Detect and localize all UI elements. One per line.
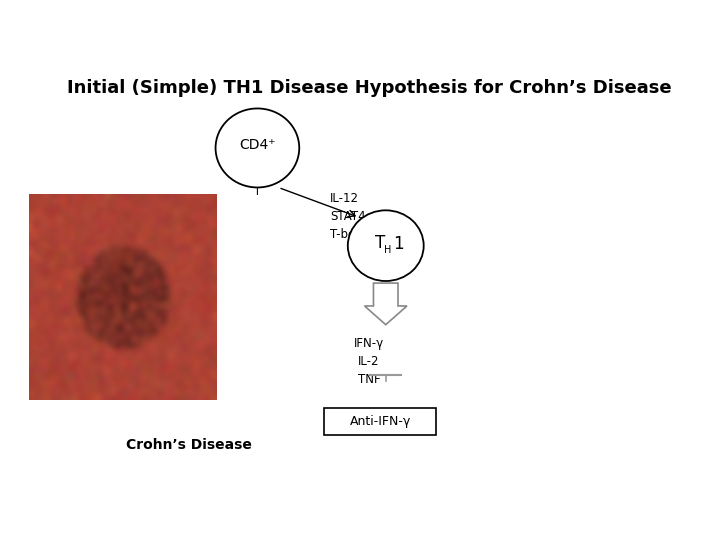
Text: IL-12
STAT4
T-bet: IL-12 STAT4 T-bet — [330, 192, 366, 241]
Text: IFN-γ
IL-2
TNF: IFN-γ IL-2 TNF — [354, 337, 384, 386]
Text: Anti-IFN-γ: Anti-IFN-γ — [349, 415, 411, 428]
Text: H: H — [384, 245, 392, 255]
Text: T: T — [254, 187, 261, 197]
Text: T: T — [375, 234, 385, 252]
Text: Crohn’s Disease: Crohn’s Disease — [126, 438, 252, 453]
Polygon shape — [364, 283, 407, 325]
Ellipse shape — [215, 109, 300, 187]
Text: 1: 1 — [392, 235, 403, 253]
Bar — [324, 408, 436, 435]
Ellipse shape — [348, 210, 423, 281]
Text: Initial (Simple) TH1 Disease Hypothesis for Crohn’s Disease: Initial (Simple) TH1 Disease Hypothesis … — [67, 79, 671, 97]
Text: CD4⁺: CD4⁺ — [239, 138, 276, 152]
